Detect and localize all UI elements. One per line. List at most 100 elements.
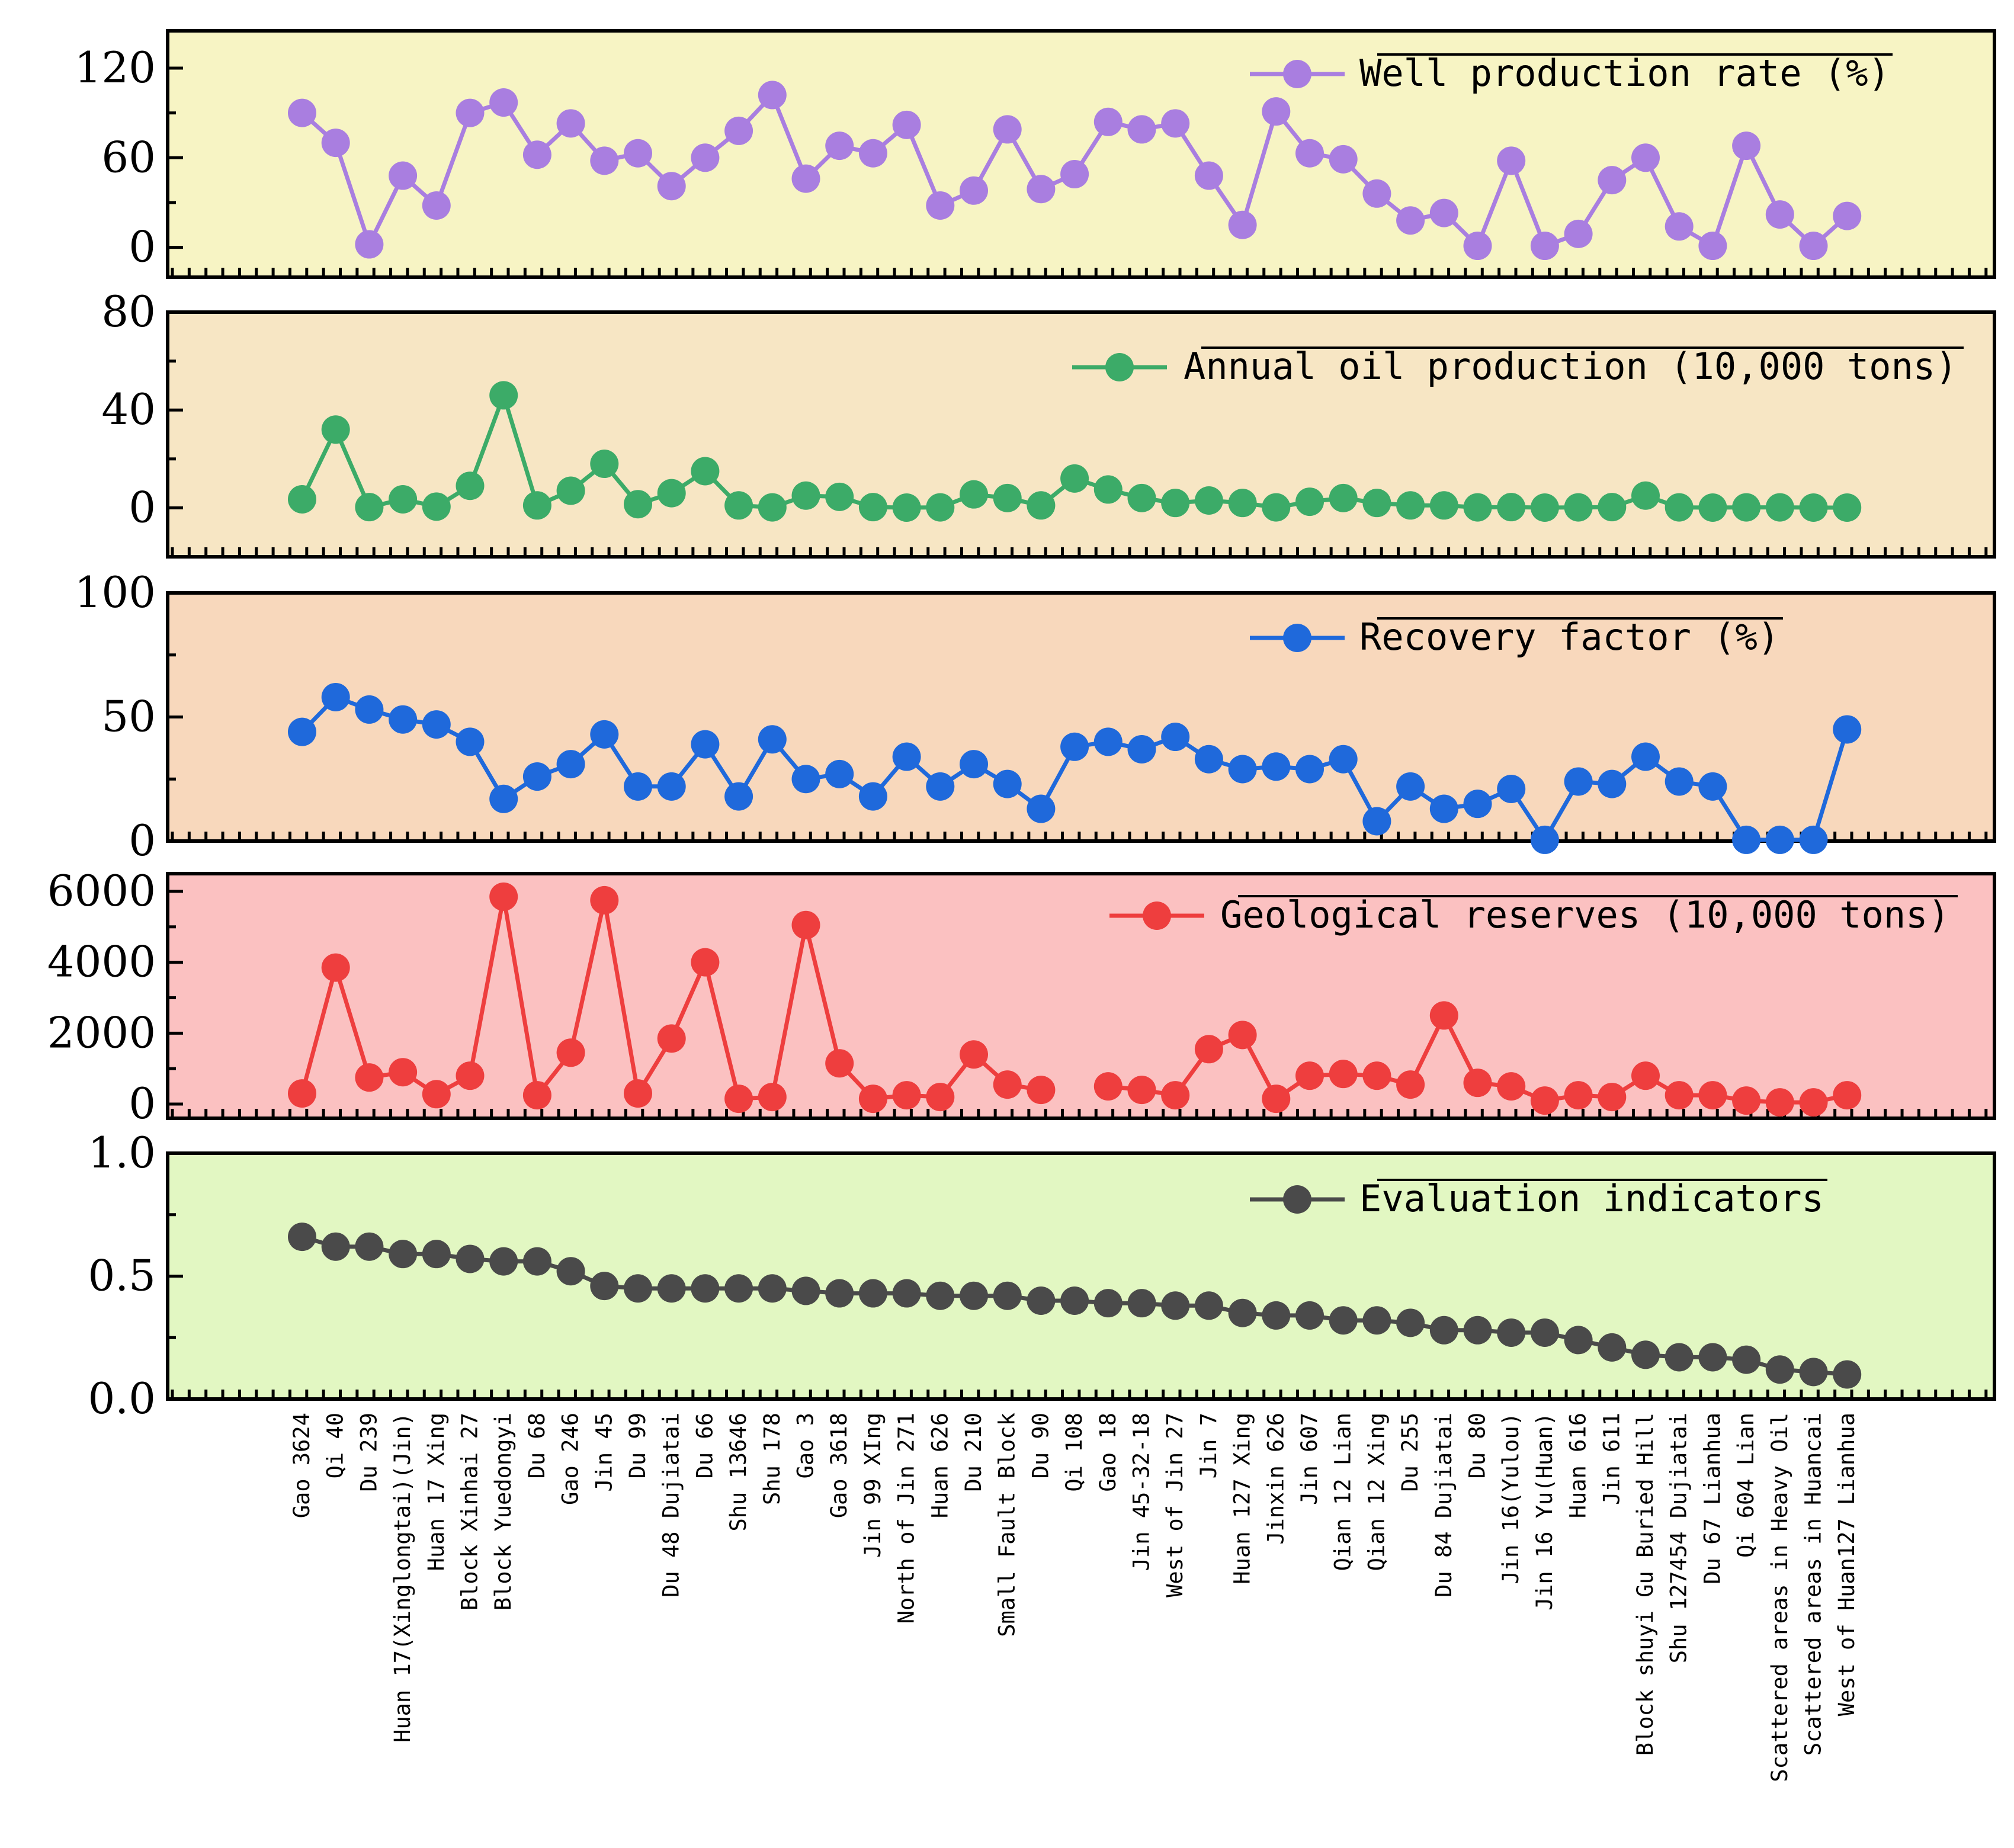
panel-2-point xyxy=(590,720,619,749)
panel-2-point xyxy=(522,762,551,791)
x-category-label: Jin 99 XIng xyxy=(860,1413,886,1558)
panel-2-frame xyxy=(166,591,1996,843)
panel-2-point xyxy=(321,682,350,711)
panel-2-ytick-label: 100 xyxy=(75,567,156,617)
panel-3-point xyxy=(926,1083,955,1112)
panel-3-point xyxy=(389,1058,418,1087)
panel-3-point xyxy=(321,953,350,982)
panel-4-point xyxy=(522,1247,551,1276)
panel-0-point xyxy=(1497,146,1526,175)
x-category-label: Gao 3 xyxy=(793,1413,819,1478)
panel-0-point xyxy=(456,98,485,127)
panel-0-point xyxy=(724,116,753,145)
panel-3-ytick-label: 4000 xyxy=(47,937,156,987)
panel-2-point xyxy=(1127,734,1156,763)
panel-0-point xyxy=(1295,139,1324,168)
panel-4-point xyxy=(1093,1289,1123,1318)
panel-3-ytick-label: 0 xyxy=(129,1079,156,1128)
x-category-label: Qian 12 Lian xyxy=(1330,1413,1356,1571)
panel-4-point xyxy=(1833,1360,1862,1389)
panel-4-point xyxy=(1396,1308,1425,1337)
panel-1-point xyxy=(1329,483,1358,512)
panel-4-point xyxy=(1295,1301,1324,1330)
panel-0-point xyxy=(1093,107,1123,136)
panel-0-point xyxy=(1396,206,1425,235)
panel-4-point xyxy=(1463,1316,1492,1345)
panel-0-point xyxy=(1732,131,1761,161)
panel-3-point xyxy=(1027,1076,1056,1105)
panel-4-frame xyxy=(166,1151,1996,1401)
x-category-label: Du 80 xyxy=(1465,1413,1490,1478)
panel-1-point xyxy=(1429,491,1458,520)
panel-2-point xyxy=(724,782,753,811)
x-category-label: Qian 12 Xing xyxy=(1364,1413,1389,1571)
x-category-label: Du 48 Dujiatai xyxy=(659,1413,684,1597)
panel-2-point xyxy=(1833,715,1862,744)
panel-3-point xyxy=(960,1040,988,1069)
panel-0-legend-label: Well production rate (%) xyxy=(1359,52,1890,95)
panel-4-point xyxy=(1530,1318,1559,1347)
x-category-label: Scattered areas in Huancai xyxy=(1801,1413,1826,1756)
panel-0-point xyxy=(1665,212,1694,241)
panel-4-point xyxy=(1329,1306,1358,1335)
panel-3-point xyxy=(1732,1086,1761,1115)
panel-2-point xyxy=(657,772,686,801)
panel-1-point xyxy=(456,471,485,500)
panel-1-ytick-label: 40 xyxy=(101,384,156,434)
panel-1-point xyxy=(791,481,820,510)
panel-0-point xyxy=(858,139,887,168)
panel-1-point xyxy=(926,493,955,522)
panel-1-point xyxy=(389,485,418,514)
panel-1-point xyxy=(489,381,518,410)
panel-0-point xyxy=(1698,232,1727,261)
panel-0-point xyxy=(960,176,988,205)
panel-2-point xyxy=(892,742,921,771)
panel-3-ytick-label: 6000 xyxy=(47,866,156,916)
panel-2-point xyxy=(456,727,485,756)
panel-2-point xyxy=(926,772,955,801)
panel-4-ytick-label: 0.5 xyxy=(88,1251,156,1301)
panel-1-point xyxy=(321,415,350,444)
x-category-label: Jin 45 xyxy=(591,1413,617,1492)
x-category-label: Jin 16 Yu(Huan) xyxy=(1532,1413,1557,1610)
x-category-label: Du 99 xyxy=(625,1413,650,1478)
panel-1-point xyxy=(960,480,988,509)
panel-2-point xyxy=(791,765,820,794)
panel-2-point xyxy=(1329,745,1358,774)
panel-0-point xyxy=(355,230,384,259)
panel-1-point xyxy=(1497,493,1526,522)
x-category-label: Block shuyi Gu Buried Hill xyxy=(1633,1413,1658,1756)
panel-0-point xyxy=(489,88,518,117)
x-category-label: Jin 611 xyxy=(1599,1413,1624,1505)
panel-3-point xyxy=(1228,1021,1257,1050)
panel-1-legend-label: Annual oil production (10,000 tons) xyxy=(1184,345,1957,388)
panel-2-point xyxy=(1194,745,1223,774)
panel-2-point xyxy=(1093,727,1123,756)
panel-4-point xyxy=(825,1279,854,1308)
x-category-label: Huan 626 xyxy=(927,1413,953,1518)
x-category-label: Jin 45-32-18 xyxy=(1129,1413,1154,1571)
panel-4-point xyxy=(1194,1291,1223,1320)
panel-0-legend-marker xyxy=(1283,60,1311,88)
panel-0-point xyxy=(1598,166,1627,195)
panel-3-point xyxy=(1833,1081,1862,1110)
panel-3-point xyxy=(1530,1086,1559,1115)
x-category-label: Huan 616 xyxy=(1566,1413,1591,1518)
panel-0-point xyxy=(1127,115,1156,144)
panel-3-point xyxy=(1329,1060,1358,1089)
panel-0-point xyxy=(1429,198,1458,227)
panel-4-point xyxy=(489,1247,518,1276)
panel-3-point xyxy=(858,1085,887,1114)
panel-3-point xyxy=(1127,1076,1156,1105)
panel-3-point xyxy=(590,886,619,915)
panel-1-point xyxy=(1698,493,1727,522)
panel-4-point xyxy=(1060,1286,1089,1315)
panel-2-point xyxy=(1362,807,1391,836)
panel-0-point xyxy=(691,143,720,172)
panel-2-legend-label: Recovery factor (%) xyxy=(1359,615,1779,659)
panel-0-point xyxy=(1329,145,1358,174)
panel-0-point xyxy=(590,146,619,175)
x-category-label: Du 90 xyxy=(1028,1413,1053,1478)
panel-4-point xyxy=(1799,1358,1828,1387)
